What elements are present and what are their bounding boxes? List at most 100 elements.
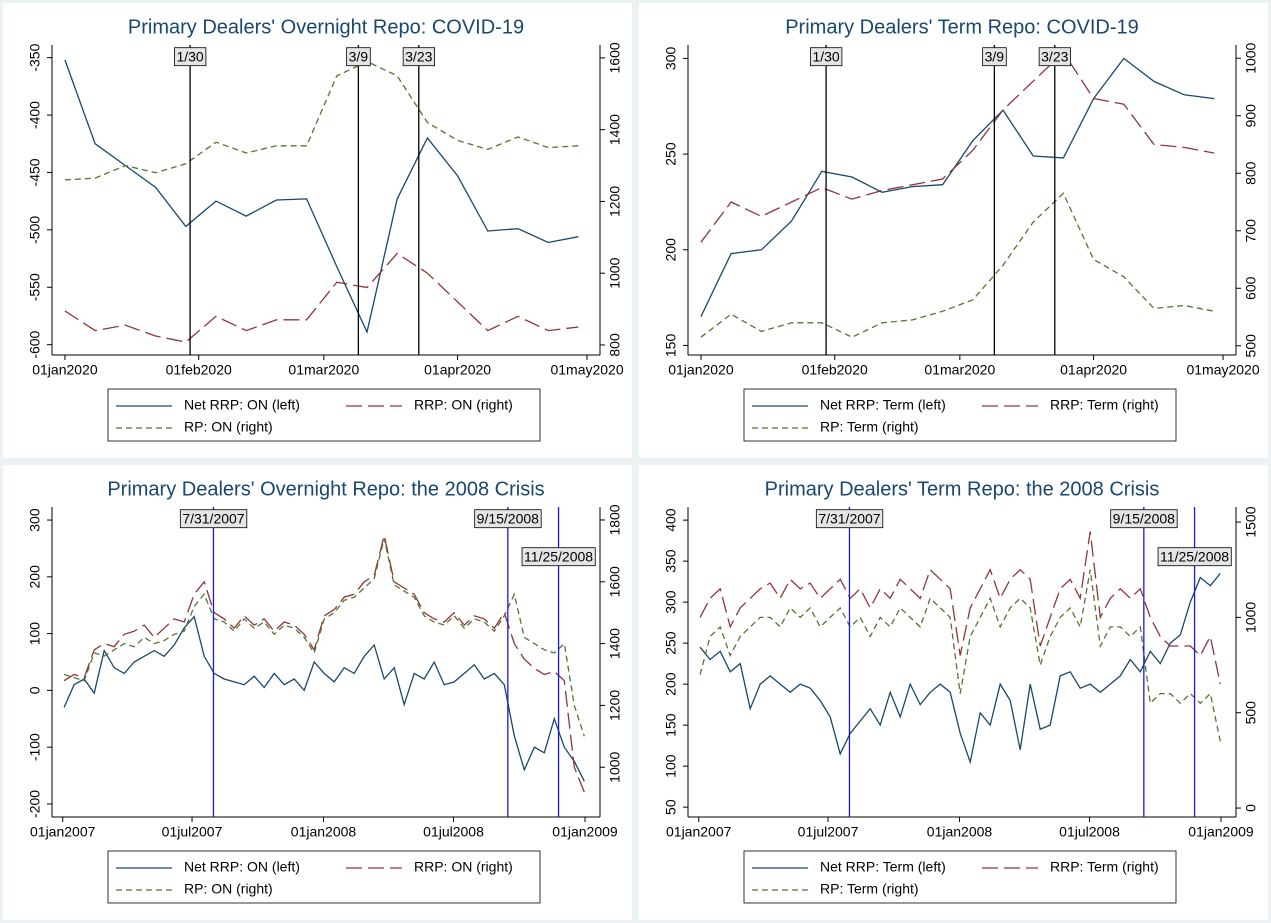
- y-tick-label: 150: [663, 334, 679, 358]
- series-line: [64, 252, 579, 343]
- y2-tick-label: 900: [1243, 104, 1259, 128]
- event-label: 11/25/2008: [524, 549, 593, 565]
- y-tick-label: -100: [27, 733, 43, 761]
- event-label-box: [521, 547, 596, 567]
- y-tick-label: 300: [663, 590, 679, 614]
- x-tick-label: 01mar2020: [924, 362, 995, 378]
- y-tick-label: 150: [663, 713, 679, 737]
- x-tick-label: 01jan2007: [30, 824, 96, 840]
- series-line: [64, 60, 579, 181]
- panel: Primary Dealers' Overnight Repo: the 200…: [3, 465, 632, 920]
- legend-label: RP: Term (right): [820, 881, 919, 897]
- legend-label: Net RRP: Term (left): [820, 397, 946, 413]
- event-label-box: [1038, 47, 1072, 67]
- legend-box: [107, 388, 541, 442]
- legend-label: Net RRP: ON (left): [184, 859, 300, 875]
- y-tick-label: 0: [27, 686, 43, 694]
- y2-tick-label: 1000: [1243, 42, 1259, 73]
- series-line: [63, 538, 585, 737]
- x-tick-label: 01jan2007: [666, 824, 732, 840]
- panel: Primary Dealers' Overnight Repo: COVID-1…: [3, 3, 632, 458]
- series-line: [700, 57, 1215, 317]
- y-tick-label: 250: [663, 142, 679, 166]
- x-tick-label: 01jan2020: [668, 362, 734, 378]
- x-tick-label: 01may2020: [550, 362, 623, 378]
- event-label-box: [815, 509, 884, 529]
- x-tick-label: 01jan2020: [32, 362, 98, 378]
- y2-tick-label: 1400: [607, 114, 623, 145]
- y2-tick-label: 1500: [1243, 506, 1259, 537]
- x-tick-label: 01mar2020: [288, 362, 359, 378]
- panel-background: [639, 3, 1268, 458]
- event-label-box: [346, 47, 371, 67]
- y-tick-label: -500: [27, 216, 43, 244]
- y2-tick-label: 1200: [607, 690, 623, 721]
- event-label-box: [402, 47, 436, 67]
- panel-background: [3, 465, 632, 920]
- panel: Primary Dealers' Term Repo: COVID-19 150 2…: [639, 3, 1268, 458]
- y-tick-label: 400: [663, 508, 679, 532]
- series-line: [699, 572, 1221, 765]
- y-tick-label: 200: [27, 565, 43, 589]
- y2-tick-label: 500: [1243, 701, 1259, 725]
- x-tick-label: 01jul2007: [162, 824, 223, 840]
- y2-tick-label: 1000: [607, 751, 623, 782]
- x-tick-label: 01jan2008: [291, 824, 357, 840]
- legend-label: RP: Term (right): [820, 419, 919, 435]
- event-label-box: [1157, 547, 1232, 567]
- event-label: 9/15/2008: [1113, 511, 1175, 527]
- y2-tick-label: 800: [607, 333, 623, 357]
- event-label: 1/30: [176, 49, 203, 65]
- y-tick-label: -200: [27, 790, 43, 818]
- series-line: [700, 51, 1215, 243]
- y-tick-label: 100: [27, 622, 43, 646]
- y-tick-label: 200: [663, 672, 679, 696]
- event-label: 3/9: [985, 49, 1005, 65]
- y-tick-label: 200: [663, 238, 679, 262]
- chart-title: Primary Dealers' Term Repo: COVID-19: [785, 16, 1139, 38]
- event-label: 7/31/2007: [182, 511, 244, 527]
- y2-tick-label: 800: [1243, 161, 1259, 185]
- event-label-box: [810, 47, 843, 67]
- y-tick-label: -400: [27, 101, 43, 129]
- series-line: [63, 615, 585, 782]
- series-line: [699, 569, 1221, 742]
- y-tick-label: -600: [27, 330, 43, 358]
- y2-tick-label: 1600: [607, 566, 623, 597]
- legend-label: RRP: Term (right): [1050, 397, 1159, 413]
- event-label: 9/15/2008: [477, 511, 539, 527]
- legend-box: [107, 850, 541, 904]
- event-label: 3/9: [349, 49, 369, 65]
- x-tick-label: 01may2020: [1186, 362, 1259, 378]
- x-tick-label: 01feb2020: [166, 362, 232, 378]
- legend-label: RRP: Term (right): [1050, 859, 1159, 875]
- legend-label: RRP: ON (right): [414, 859, 513, 875]
- legend-label: Net RRP: Term (left): [820, 859, 946, 875]
- x-tick-label: 01jan2008: [927, 824, 993, 840]
- event-label: 7/31/2007: [818, 511, 880, 527]
- y2-tick-label: 1600: [607, 42, 623, 73]
- y-tick-label: 100: [663, 754, 679, 778]
- x-tick-label: 01apr2020: [1060, 362, 1127, 378]
- chart-title: Primary Dealers' Overnight Repo: COVID-1…: [128, 16, 524, 38]
- x-tick-label: 01apr2020: [424, 362, 491, 378]
- x-tick-label: 01feb2020: [802, 362, 868, 378]
- event-label: 1/30: [812, 49, 839, 65]
- x-tick-label: 01jul2008: [1059, 824, 1120, 840]
- legend-label: RP: ON (right): [184, 419, 273, 435]
- y-tick-label: -550: [27, 273, 43, 301]
- event-label: 3/23: [1041, 49, 1068, 65]
- y-tick-label: 50: [663, 799, 679, 815]
- y-tick-label: 300: [27, 508, 43, 532]
- legend-label: Net RRP: ON (left): [184, 397, 300, 413]
- event-label: 3/23: [405, 49, 432, 65]
- legend-label: RRP: ON (right): [414, 397, 513, 413]
- y-tick-label: 300: [663, 47, 679, 71]
- panel: Primary Dealers' Term Repo: the 2008 Cri…: [639, 465, 1268, 920]
- event-label-box: [1110, 509, 1178, 529]
- y2-tick-label: 1200: [607, 186, 623, 217]
- panel-background: [3, 3, 632, 458]
- y2-tick-label: 600: [1243, 276, 1259, 300]
- event-label-box: [179, 509, 248, 529]
